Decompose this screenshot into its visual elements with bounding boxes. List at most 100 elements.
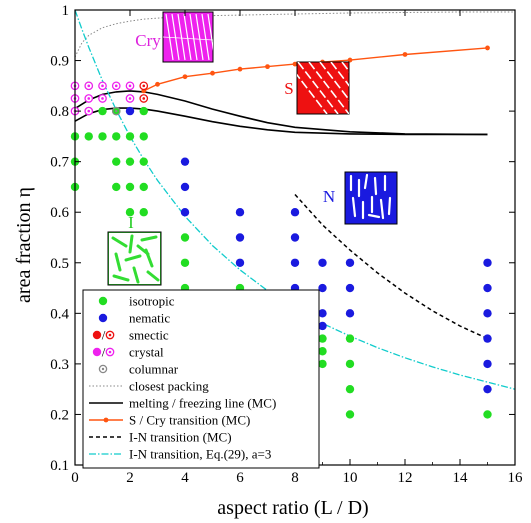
y-tick-label: 0.5 — [50, 256, 69, 272]
point-isotropic — [180, 258, 190, 267]
x-tick-label: 0 — [71, 470, 79, 486]
legend-label: columnar — [129, 362, 179, 377]
legend-label: S / Cry transition (MC) — [129, 413, 250, 428]
x-tick-label: 4 — [181, 470, 189, 486]
series-lines-layer — [74, 9, 516, 390]
y-tick-label: 0.4 — [50, 306, 69, 322]
inset-rod — [163, 36, 213, 41]
legend-item-closest-packing: closest packing — [89, 379, 209, 394]
y-tick-label: 0.7 — [50, 155, 69, 171]
legend-label: isotropic — [129, 294, 175, 309]
legend-item-isotropic: isotropic — [98, 294, 175, 309]
legend-slash: / — [102, 328, 106, 343]
point-isotropic — [483, 410, 492, 419]
legend-marker — [98, 296, 108, 306]
x-tick-label: 16 — [508, 470, 524, 486]
line-melting-lower — [74, 107, 488, 136]
point-isotropic — [345, 384, 355, 394]
point-nematic — [345, 283, 355, 293]
point-columnar — [112, 106, 121, 116]
point-isotropic — [318, 334, 327, 343]
inset-rod — [146, 270, 160, 282]
y-tick-label: 0.2 — [50, 407, 69, 423]
y-tick-label: 0.1 — [50, 458, 69, 474]
snapshot-inset-i — [107, 231, 162, 286]
axes-layer: 0 2 4 6 8 10 12 14 16 0.1 0.2 0.3 0.4 0.5 0.6 0.7 0.8 0.9… — [50, 3, 523, 486]
inset-rod — [136, 244, 150, 256]
point-nematic — [483, 359, 492, 369]
inset-rod — [201, 13, 210, 61]
point-nematic — [180, 182, 190, 192]
point-nematic — [125, 106, 135, 116]
legend-item-crystal: / crystal — [92, 345, 164, 360]
legend-item-i-n-eq: I-N transition, Eq.(29), a=3 — [89, 447, 271, 462]
point-nematic — [318, 321, 327, 331]
point-isotropic — [345, 334, 355, 343]
point-crystal-center — [87, 109, 91, 113]
legend-item-nematic: nematic — [98, 311, 170, 326]
point-nematic — [290, 208, 300, 217]
point-nematic — [235, 233, 245, 242]
inset-rod — [128, 234, 134, 254]
line-melting-upper — [74, 90, 488, 136]
y-tick-label: 0.3 — [50, 357, 69, 373]
point-nematic — [235, 208, 245, 217]
point-isotropic — [318, 359, 327, 369]
annotations-layer: Cry S N I — [128, 31, 335, 232]
y-tick-label: 0.9 — [50, 54, 69, 70]
legend-label: crystal — [129, 345, 164, 360]
y-axis-label: area fraction η — [13, 187, 35, 303]
inset-rod — [114, 252, 122, 272]
inset-rod — [195, 13, 204, 61]
inset-rod — [308, 62, 349, 114]
point-crystal-center — [101, 97, 104, 100]
point-crystal-center — [87, 84, 91, 88]
inset-rod — [112, 274, 130, 282]
point-smectic-center — [142, 84, 146, 88]
point-nematic — [483, 258, 492, 267]
point-nematic — [318, 309, 327, 318]
point-nematic — [345, 309, 355, 318]
legend-marker — [98, 364, 108, 374]
point-crystal-center — [128, 97, 132, 100]
y-tick-label: 0.8 — [50, 104, 69, 120]
inset-rod — [387, 196, 392, 216]
marker-s-cry — [485, 45, 490, 51]
phase-label-n: N — [323, 187, 335, 206]
point-isotropic — [125, 182, 135, 192]
point-isotropic — [125, 208, 135, 217]
point-isotropic — [139, 132, 148, 141]
point-isotropic — [139, 106, 148, 116]
snapshot-inset-n — [344, 171, 398, 225]
legend-label: smectic — [129, 328, 169, 343]
inset-rod — [379, 198, 385, 220]
inset-rod — [363, 173, 369, 190]
inset-rod — [177, 13, 186, 61]
legend-label: closest packing — [129, 379, 209, 394]
legend-item-i-n-mc: I-N transition (MC) — [89, 430, 232, 445]
snapshot-inset-s — [296, 61, 350, 115]
inset-rod — [140, 235, 158, 242]
point-isotropic — [139, 182, 148, 192]
legend-marker-center — [108, 350, 112, 354]
legend-slash: / — [102, 345, 106, 360]
legend-marker-center — [108, 333, 112, 337]
point-nematic — [483, 309, 492, 318]
marker-s-cry — [237, 66, 243, 72]
inset-rod — [171, 13, 180, 61]
point-nematic — [483, 384, 492, 394]
inset-rod — [351, 196, 357, 218]
point-nematic — [290, 233, 300, 242]
x-tick-label: 14 — [453, 470, 469, 486]
y-tick-label: 0.6 — [50, 205, 69, 221]
snapshot-insets-layer — [107, 11, 398, 286]
point-isotropic — [125, 157, 135, 166]
point-isotropic — [125, 132, 135, 141]
phase-label-s: S — [284, 79, 293, 98]
marker-s-cry — [182, 74, 188, 80]
point-isotropic — [345, 359, 355, 369]
line-i-n-eq — [74, 9, 516, 390]
inset-rod — [124, 254, 142, 262]
legend-marker — [98, 313, 108, 323]
